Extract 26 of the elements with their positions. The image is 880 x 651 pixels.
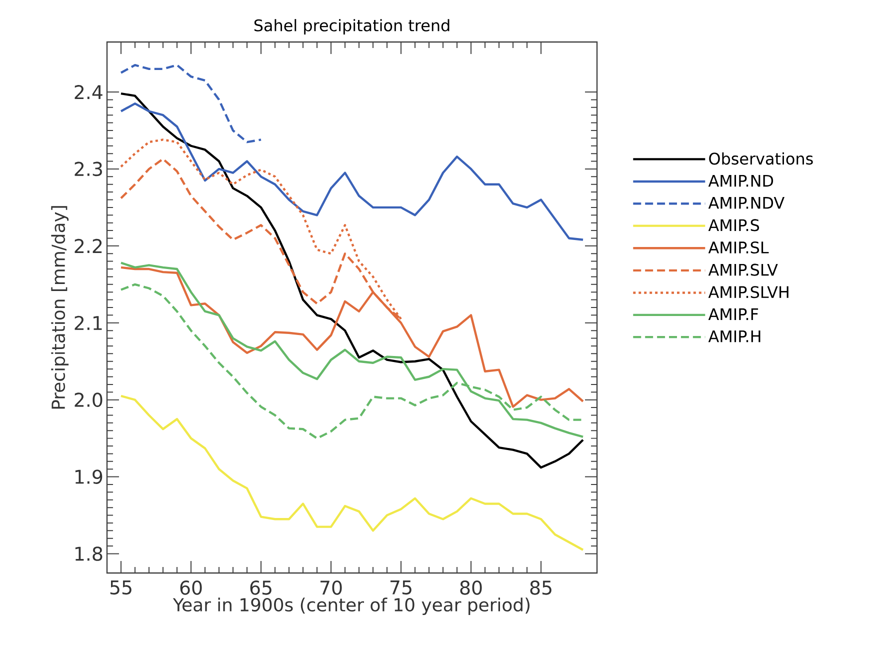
x-tick-label: 75 xyxy=(390,580,412,595)
x-tick-label: 70 xyxy=(320,580,342,595)
legend-label: AMIP.SLV xyxy=(708,264,778,276)
x-tick-label: 80 xyxy=(460,580,482,595)
legend-label: AMIP.F xyxy=(708,308,758,320)
y-tick-label: 2.2 xyxy=(74,238,102,253)
y-axis-title: Precipitation [mm/day] xyxy=(51,206,69,409)
legend-label: AMIP.SL xyxy=(708,241,769,254)
legend-label: Observations xyxy=(709,152,813,165)
x-tick-label: 60 xyxy=(180,580,202,595)
y-tick-label: 1.9 xyxy=(75,470,102,484)
x-tick-label: 85 xyxy=(530,580,552,595)
y-tick-label: 1.8 xyxy=(75,546,102,561)
legend-label: AMIP.S xyxy=(708,219,760,232)
y-tick-label: 2.0 xyxy=(74,392,102,407)
y-tick-label: 2.3 xyxy=(74,162,102,176)
x-tick-label: 55 xyxy=(110,580,132,595)
legend-label: AMIP.SLVH xyxy=(708,286,788,298)
legend-label: AMIP.ND xyxy=(708,174,774,187)
x-tick-label: 65 xyxy=(250,580,272,595)
chart-title: Sahel precipitation trend xyxy=(254,19,450,34)
legend-label: AMIP.H xyxy=(708,330,760,342)
y-tick-label: 2.4 xyxy=(74,84,102,100)
legend-label: AMIP.NDV xyxy=(708,197,784,209)
x-axis-title: Year in 1900s (center of 10 year period) xyxy=(172,598,530,616)
y-tick-label: 2.1 xyxy=(74,316,102,330)
